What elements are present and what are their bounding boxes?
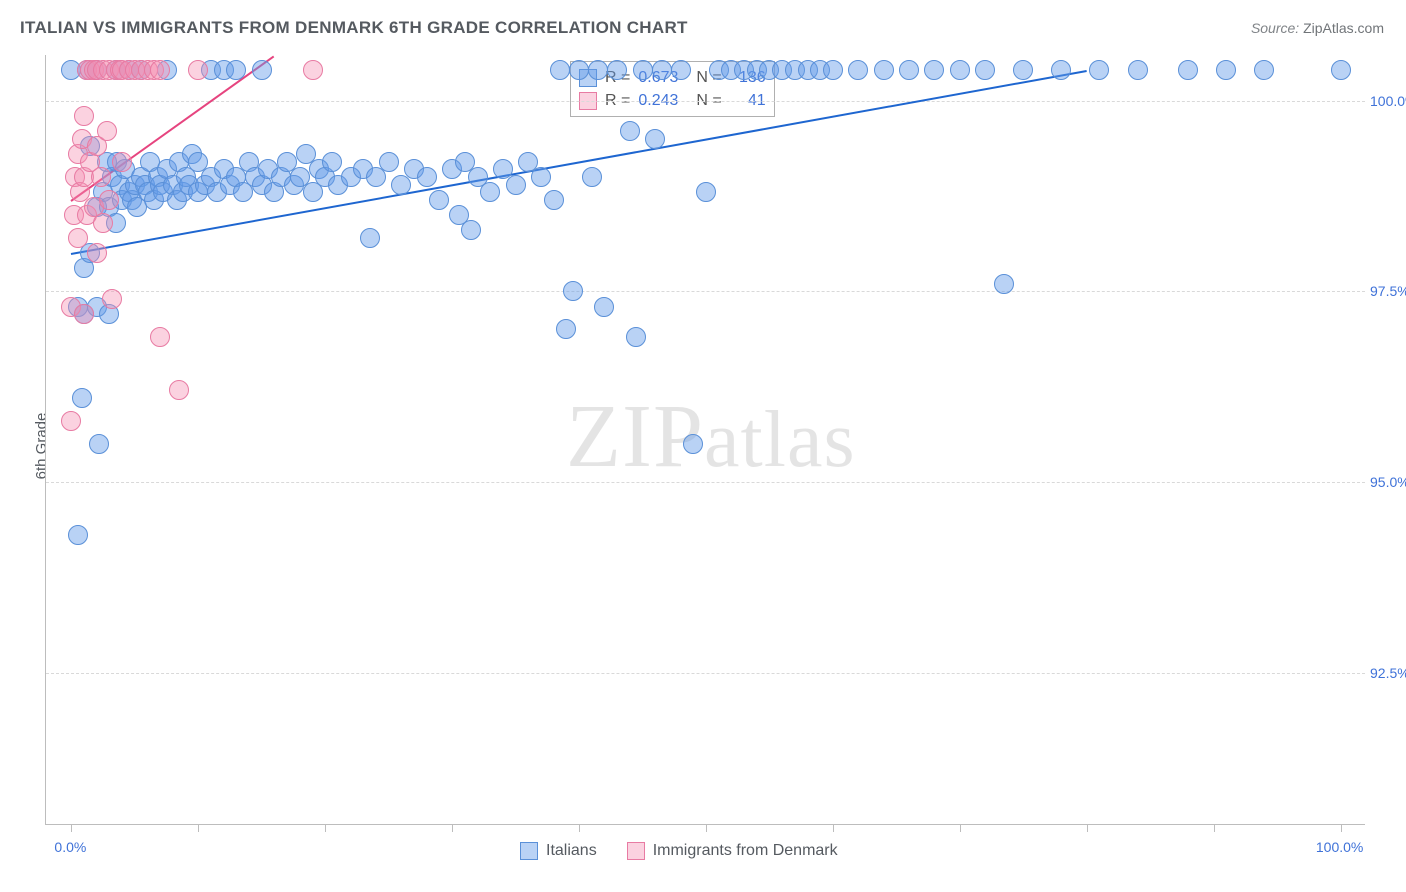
data-point-italians <box>360 228 380 248</box>
data-point-italians <box>620 121 640 141</box>
data-point-italians <box>1254 60 1274 80</box>
data-point-italians <box>594 297 614 317</box>
x-tick <box>1214 824 1215 832</box>
data-point-italians <box>72 388 92 408</box>
x-tick-label: 100.0% <box>1316 839 1363 855</box>
data-point-italians <box>1331 60 1351 80</box>
source-label: Source: <box>1251 20 1299 36</box>
data-point-denmark <box>150 60 170 80</box>
data-point-italians <box>874 60 894 80</box>
data-point-denmark <box>102 289 122 309</box>
x-tick <box>960 824 961 832</box>
series-legend: Italians Immigrants from Denmark <box>520 842 838 860</box>
x-tick <box>1087 824 1088 832</box>
data-point-denmark <box>97 121 117 141</box>
x-tick <box>452 824 453 832</box>
legend-label: Immigrants from Denmark <box>653 842 838 860</box>
data-point-italians <box>626 327 646 347</box>
legend-swatch-italians <box>520 842 538 860</box>
data-point-italians <box>1128 60 1148 80</box>
data-point-italians <box>1013 60 1033 80</box>
data-point-italians <box>556 319 576 339</box>
chart-container: ITALIAN VS IMMIGRANTS FROM DENMARK 6TH G… <box>0 0 1406 892</box>
data-point-italians <box>550 60 570 80</box>
data-point-denmark <box>91 167 111 187</box>
data-point-italians <box>823 60 843 80</box>
data-point-italians <box>633 60 653 80</box>
data-point-italians <box>252 60 272 80</box>
data-point-italians <box>696 182 716 202</box>
gridline <box>46 101 1365 102</box>
data-point-denmark <box>61 411 81 431</box>
data-point-italians <box>848 60 868 80</box>
x-tick <box>325 824 326 832</box>
chart-title: ITALIAN VS IMMIGRANTS FROM DENMARK 6TH G… <box>20 18 688 38</box>
data-point-italians <box>506 175 526 195</box>
data-point-italians <box>480 182 500 202</box>
y-tick-label: 95.0% <box>1370 474 1406 490</box>
y-tick-label: 92.5% <box>1370 665 1406 681</box>
data-point-italians <box>607 60 627 80</box>
data-point-italians <box>461 220 481 240</box>
gridline <box>46 673 1365 674</box>
data-point-denmark <box>93 213 113 233</box>
data-point-italians <box>544 190 564 210</box>
data-point-italians <box>226 60 246 80</box>
x-tick <box>71 824 72 832</box>
x-tick <box>579 824 580 832</box>
data-point-denmark <box>112 152 132 172</box>
x-tick <box>198 824 199 832</box>
data-point-italians <box>671 60 691 80</box>
data-point-italians <box>975 60 995 80</box>
x-tick <box>706 824 707 832</box>
data-point-denmark <box>74 106 94 126</box>
y-tick-label: 97.5% <box>1370 283 1406 299</box>
y-tick-label: 100.0% <box>1370 93 1406 109</box>
source-attribution: Source: ZipAtlas.com <box>1251 20 1384 36</box>
data-point-denmark <box>169 380 189 400</box>
data-point-italians <box>899 60 919 80</box>
watermark: ZIPatlas <box>566 385 856 488</box>
data-point-denmark <box>74 304 94 324</box>
data-point-italians <box>68 525 88 545</box>
data-point-denmark <box>303 60 323 80</box>
data-point-denmark <box>150 327 170 347</box>
x-tick-label: 0.0% <box>54 839 86 855</box>
data-point-italians <box>1089 60 1109 80</box>
x-tick <box>1341 824 1342 832</box>
data-point-italians <box>950 60 970 80</box>
data-point-italians <box>1178 60 1198 80</box>
gridline <box>46 482 1365 483</box>
legend-label: Italians <box>546 842 597 860</box>
data-point-italians <box>1051 60 1071 80</box>
x-tick <box>833 824 834 832</box>
data-point-italians <box>683 434 703 454</box>
data-point-italians <box>417 167 437 187</box>
data-point-italians <box>582 167 602 187</box>
data-point-italians <box>1216 60 1236 80</box>
data-point-italians <box>563 281 583 301</box>
data-point-italians <box>588 60 608 80</box>
legend-item-denmark: Immigrants from Denmark <box>627 842 838 860</box>
data-point-italians <box>924 60 944 80</box>
data-point-italians <box>429 190 449 210</box>
data-point-italians <box>89 434 109 454</box>
source-value: ZipAtlas.com <box>1303 20 1384 36</box>
data-point-italians <box>645 129 665 149</box>
data-point-italians <box>652 60 672 80</box>
data-point-italians <box>322 152 342 172</box>
data-point-italians <box>531 167 551 187</box>
plot-area: ZIPatlas R = 0.673N = 136R = 0.243N = 41… <box>45 55 1365 825</box>
data-point-denmark <box>188 60 208 80</box>
data-point-italians <box>994 274 1014 294</box>
data-point-denmark <box>68 228 88 248</box>
gridline <box>46 291 1365 292</box>
data-point-denmark <box>87 243 107 263</box>
legend-swatch-denmark <box>627 842 645 860</box>
data-point-italians <box>569 60 589 80</box>
data-point-italians <box>379 152 399 172</box>
data-point-denmark <box>99 190 119 210</box>
legend-item-italians: Italians <box>520 842 597 860</box>
